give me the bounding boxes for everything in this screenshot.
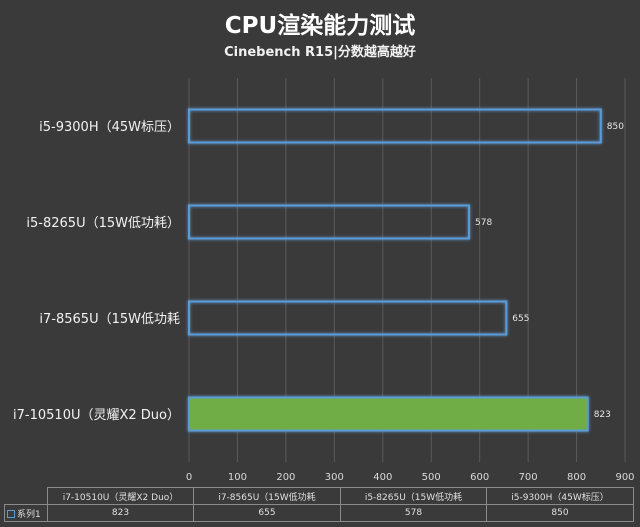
x-tick-label: 400 [373,472,392,483]
bar [188,108,602,144]
bar [188,204,471,240]
x-tick-label: 600 [470,472,489,483]
x-tick-label: 300 [325,472,344,483]
x-tick-label: 800 [567,472,586,483]
bar-value-label: 655 [512,314,529,324]
data-table-value: 578 [340,504,487,522]
data-table-value: 655 [193,504,341,522]
data-table-value: 823 [47,504,194,522]
bar [188,300,508,336]
data-table-value: 850 [486,504,634,522]
x-tick-label: 0 [186,472,192,483]
x-tick-label: 500 [422,472,441,483]
data-table: i7-10510U（灵耀X2 Duo） i7-8565U（15W低功耗 i5-8… [4,487,634,522]
data-table-header-row: i7-10510U（灵耀X2 Duo） i7-8565U（15W低功耗 i5-8… [4,487,634,505]
data-table-series-header: 系列1 [4,504,48,522]
data-table-category: i7-8565U（15W低功耗 [193,487,341,505]
bar-value-label: 850 [607,122,624,132]
legend-key-icon [7,510,15,518]
data-table-category: i5-9300H（45W标压） [486,487,634,505]
x-tick-label: 900 [615,472,634,483]
chart-title: CPU渲染能力测试 [224,13,416,39]
data-table-corner [4,487,48,505]
x-tick-label: 100 [228,472,247,483]
bar-value-label: 823 [594,410,611,420]
data-table-category: i5-8265U（15W低功耗 [340,487,487,505]
x-tick-label: 700 [519,472,538,483]
chart-subtitle: Cinebench R15|分数越高越好 [224,45,416,60]
y-category-label: i7-10510U（灵耀X2 Duo） [13,408,180,423]
bar-chart-plot: 0 100 200 300 400 500 600 700 800 900 i7-10510U（灵耀… [13,78,635,483]
bar [188,396,589,432]
y-category-label: i5-8265U（15W低功耗） [26,216,180,231]
y-category-label: i7-8565U（15W低功耗 [39,312,180,327]
data-table-category: i7-10510U（灵耀X2 Duo） [47,487,194,505]
y-category-label: i5-9300H（45W标压） [39,120,180,135]
x-tick-label: 200 [276,472,295,483]
bar-value-label: 578 [475,218,492,228]
data-table-series-row: 系列1 823 655 578 850 [4,504,634,522]
series-name: 系列1 [17,509,41,520]
